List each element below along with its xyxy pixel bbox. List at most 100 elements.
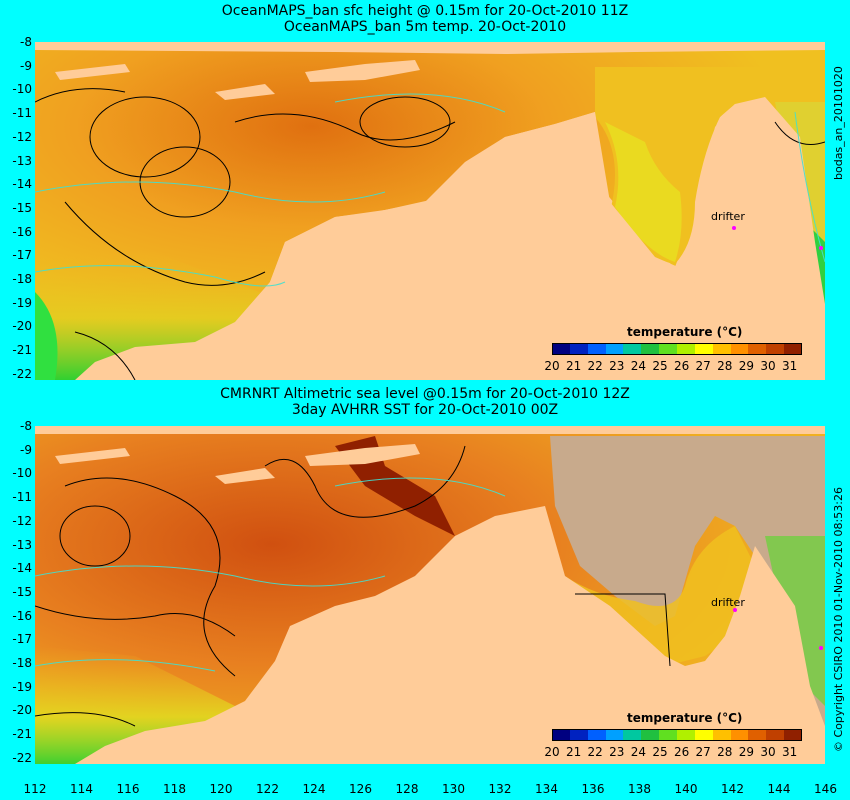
bottom-drifter-label: drifter: [711, 596, 745, 609]
java-island: [55, 64, 130, 80]
colorbar-swatch: [748, 729, 767, 741]
x-tick-label: 128: [395, 782, 419, 796]
colorbar-swatch: [712, 343, 732, 355]
colorbar-swatch: [730, 343, 749, 355]
colorbar-tick-label: 20: [544, 745, 560, 759]
x-tick-label: 116: [116, 782, 140, 796]
bottom-map: [35, 426, 825, 764]
x-tick-label: 124: [302, 782, 326, 796]
colorbar-tick-label: 29: [738, 359, 755, 373]
colorbar-tick-label: 23: [609, 359, 625, 373]
colorbar-swatch: [784, 343, 803, 355]
colorbar-tick-label: 24: [630, 745, 647, 759]
colorbar-swatch: [766, 729, 785, 741]
bottom-y-tick-label: -15: [12, 584, 32, 599]
australia-land: [75, 506, 825, 764]
colorbar-tick-label: 30: [760, 745, 776, 759]
bottom-side-label: © Copyright CSIRO 2010 01-Nov-2010 08:53…: [832, 487, 845, 752]
colorbar-frame: [552, 729, 802, 741]
colorbar-swatch: [569, 729, 589, 741]
top-y-tick-label: -13: [12, 153, 32, 168]
colorbar-tick-label: 22: [587, 745, 603, 759]
gulf-water: [595, 67, 825, 312]
bottom-title-line1: CMRNRT Altimetric sea level @0.15m for 2…: [220, 386, 630, 402]
colorbar-tick-label: 27: [695, 359, 711, 373]
top-map: [35, 42, 825, 380]
northern-territory-land: [235, 112, 695, 380]
colorbar-swatch: [641, 343, 660, 355]
drifter-marker-east: [819, 646, 823, 650]
bottom-y-tick-label: -20: [12, 703, 32, 718]
colorbar-swatch: [552, 343, 571, 355]
bathymetry-contours: [35, 477, 506, 672]
bottom-y-tick-label: -22: [12, 750, 32, 765]
top-y-tick-label: -11: [12, 106, 32, 121]
bottom-y-tick-label: -17: [12, 632, 32, 647]
colorbar-swatch: [641, 729, 660, 741]
x-tick-label: 138: [628, 782, 651, 796]
colorbar-swatch: [694, 729, 714, 741]
colorbar-tick-label: 29: [738, 745, 755, 759]
bottom-y-tick-label: -10: [12, 466, 32, 481]
bottom-y-tick-label: -19: [12, 679, 32, 694]
colorbar-swatch: [677, 729, 696, 741]
colorbar-tick-label: 31: [781, 359, 798, 373]
colorbar-swatch: [730, 729, 749, 741]
bottom-y-tick-label: -12: [12, 513, 32, 528]
top-y-tick-label: -19: [12, 295, 32, 310]
top-y-tick-label: -8: [20, 35, 32, 49]
x-tick-label: 142: [721, 782, 744, 796]
bottom-y-tick-label: -13: [12, 537, 32, 552]
colorbar-tick-label: 26: [673, 745, 690, 759]
x-tick-label: 112: [23, 782, 47, 796]
colorbar-tick-label: 22: [587, 359, 603, 373]
colorbar-swatch: [712, 729, 732, 741]
sea-level-contours: [35, 445, 671, 727]
sumba-island: [215, 84, 275, 100]
top-drifter-label: drifter: [711, 210, 745, 223]
colorbar-swatch: [766, 343, 785, 355]
gulf-warm-patch: [605, 122, 682, 262]
top-side-label: bodas_an_20101020: [832, 66, 845, 180]
bottom-y-tick-label: -11: [12, 490, 32, 505]
colorbar-swatch: [552, 729, 571, 741]
colorbar-tick-label: 25: [652, 359, 668, 373]
colorbar-swatch: [659, 729, 678, 741]
colorbar-tick-label: 28: [717, 745, 733, 759]
x-tick-label: 126: [349, 782, 372, 796]
cape-york-land: [690, 97, 825, 380]
bottom-title-line2: 3day AVHRR SST for 20-Oct-2010 00Z: [291, 402, 559, 418]
bottom-y-tick-label: -9: [20, 442, 32, 457]
x-tick-label: 144: [767, 782, 791, 796]
colorbar-tick-label: 26: [673, 359, 690, 373]
colorbar-swatch: [659, 343, 678, 355]
colorbar-swatch: [694, 343, 714, 355]
colorbar-tick-label: 31: [781, 745, 798, 759]
colorbar-tick-label: 21: [565, 359, 582, 373]
java-island: [55, 448, 130, 464]
colorbar-tick-label: 25: [652, 745, 668, 759]
bottom-y-tick-label: -14: [12, 561, 32, 576]
colorbar-tick-label: 20: [544, 359, 560, 373]
bottom-y-tick-label: -16: [12, 608, 32, 623]
top-y-tick-label: -20: [12, 319, 32, 334]
top-y-tick-label: -10: [12, 82, 32, 97]
drifter-marker: [733, 608, 737, 612]
x-tick-label: 132: [488, 782, 512, 796]
colorbar-tick-label: 23: [609, 745, 625, 759]
top-title-line2: OceanMAPS_ban 5m temp. 20-Oct-2010: [283, 19, 567, 35]
colorbar-tick-label: 30: [760, 359, 776, 373]
colorbar-swatch: [587, 729, 607, 741]
x-tick-label: 140: [674, 782, 698, 796]
colorbar-title: temperature (°C): [627, 711, 743, 725]
indonesia-land: [35, 426, 825, 434]
top-y-tick-label: -16: [12, 224, 32, 239]
x-tick-label: 122: [256, 782, 279, 796]
x-tick-label: 114: [70, 782, 93, 796]
top-y-tick-label: -15: [12, 200, 32, 215]
top-y-tick-label: -22: [12, 366, 32, 381]
colorbar-tick-label: 21: [565, 745, 582, 759]
colorbar-swatch: [587, 343, 607, 355]
top-y-tick-label: -12: [12, 129, 32, 144]
colorbar-swatch: [677, 343, 696, 355]
